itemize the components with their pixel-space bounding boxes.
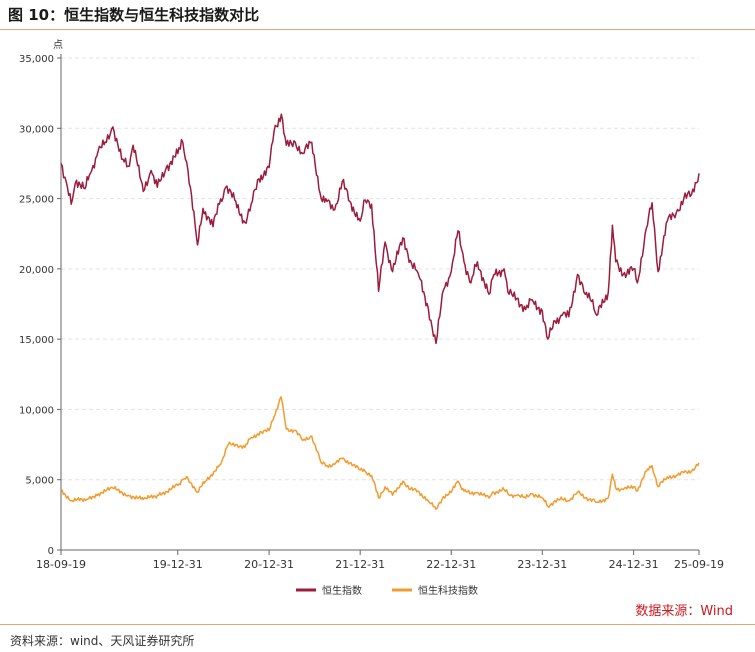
axis-layer: 0 5,000 10,000 15,000 20,000 25,000 30,000 35,0… (19, 39, 724, 571)
x-tick-label: 19-12-31 (153, 558, 203, 571)
y-tick-label: 35,000 (19, 54, 54, 65)
x-tick-label: 22-12-31 (426, 558, 476, 571)
footer-source: 资料来源：wind、天风证券研究所 (10, 634, 195, 648)
bottom-rule (0, 624, 755, 625)
y-axis-unit-label: 点 (53, 39, 63, 51)
top-rule (0, 29, 755, 30)
x-tick-label: 24-12-31 (609, 558, 659, 571)
y-tick-label: 15,000 (19, 335, 54, 346)
y-tick-label: 20,000 (19, 265, 54, 276)
chart-svg: 0 5,000 10,000 15,000 20,000 25,000 30,000 35,0… (19, 39, 724, 597)
y-tick-label: 25,000 (19, 195, 54, 206)
hstech-series-line (60, 396, 700, 510)
y-tick-label: 30,000 (19, 124, 54, 135)
x-tick-label: 20-12-31 (244, 558, 294, 571)
x-tick-label: 25-09-19 (674, 558, 724, 571)
chart-area: 0 5,000 10,000 15,000 20,000 25,000 30,000 35,0… (0, 30, 755, 624)
y-tick-label: 0 (48, 546, 54, 557)
x-tick-label: 23-12-31 (517, 558, 567, 571)
x-tick-label: 18-09-19 (36, 558, 86, 571)
y-tick-label: 5,000 (25, 476, 54, 487)
data-source-note: 数据来源：Wind (635, 604, 733, 619)
y-tick-label: 10,000 (19, 405, 54, 416)
legend-label: 恒生科技指数 (418, 584, 478, 597)
grid-layer (61, 57, 699, 481)
x-tick-label: 21-12-31 (335, 558, 385, 571)
legend-label: 恒生指数 (322, 584, 362, 597)
series-layer (60, 113, 700, 510)
hsi-series-line (60, 113, 700, 345)
figure-title: 图 10：恒生指数与恒生科技指数对比 (8, 6, 260, 24)
legend-layer: 恒生指数 恒生科技指数 (296, 584, 478, 597)
